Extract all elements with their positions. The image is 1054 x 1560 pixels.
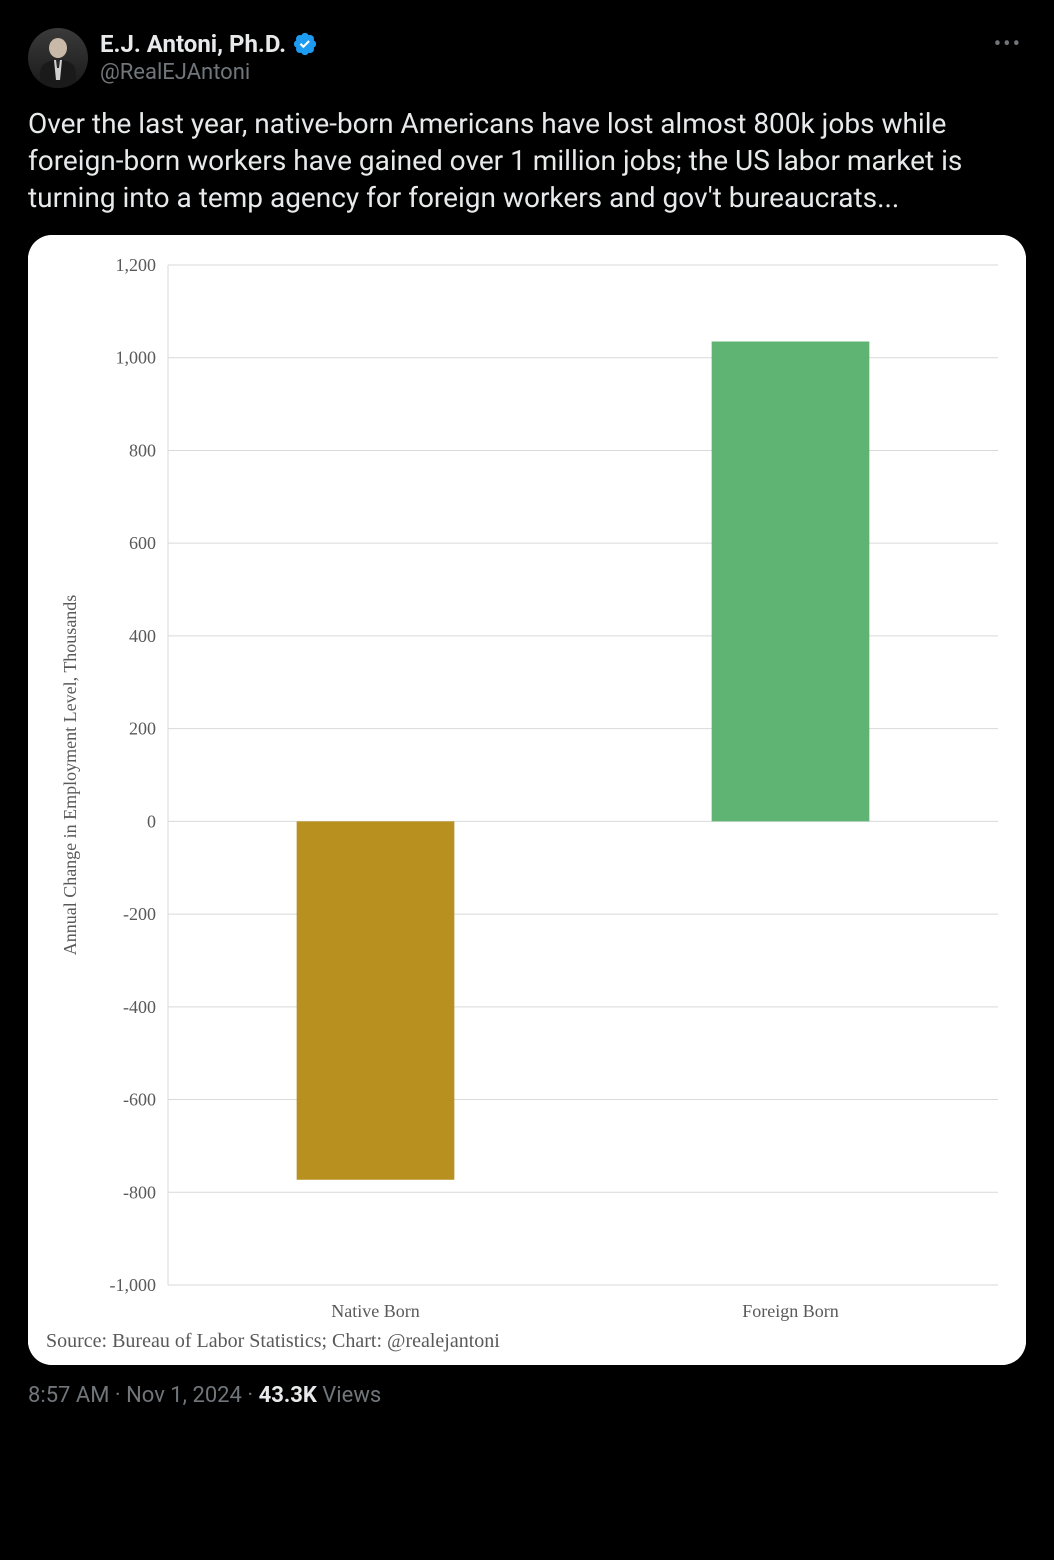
y-tick-label: 0 (147, 811, 156, 831)
chart-source: Source: Bureau of Labor Statistics; Char… (46, 1330, 500, 1352)
more-options-icon[interactable]: ••• (994, 28, 1026, 57)
x-category-label: Foreign Born (742, 1301, 839, 1321)
y-tick-label: 600 (129, 533, 156, 553)
y-tick-label: 200 (129, 718, 156, 738)
tweet-text: Over the last year, native-born American… (28, 106, 1026, 217)
y-tick-label: -1,000 (110, 1275, 157, 1295)
y-tick-label: -600 (123, 1089, 156, 1109)
y-tick-label: 800 (129, 440, 156, 460)
tweet-container: E.J. Antoni, Ph.D. @RealEJAntoni ••• Ove… (0, 0, 1054, 1428)
chart-image[interactable]: -1,000 -800 -600 -400 -200 0 200 400 600 800 1,000… (28, 235, 1026, 1365)
avatar[interactable] (28, 28, 88, 88)
tweet-header: E.J. Antoni, Ph.D. @RealEJAntoni ••• (28, 28, 1026, 88)
y-tick-label: 1,200 (116, 255, 157, 275)
y-axis-label: Annual Change in Employment Level, Thous… (60, 595, 80, 956)
x-category-label: Native Born (331, 1301, 419, 1321)
tweet-date[interactable]: Nov 1, 2024 (126, 1383, 242, 1408)
y-tick-label: -800 (123, 1182, 156, 1202)
y-tick-label: 1,000 (116, 348, 157, 368)
tweet-time[interactable]: 8:57 AM (28, 1383, 109, 1408)
views-count[interactable]: 43.3K (259, 1383, 317, 1408)
handle[interactable]: @RealEJAntoni (100, 60, 982, 85)
y-tick-label: -400 (123, 997, 156, 1017)
y-tick-label: 400 (129, 626, 156, 646)
y-tick-label: -200 (123, 904, 156, 924)
author-block: E.J. Antoni, Ph.D. @RealEJAntoni (100, 28, 982, 85)
verified-badge-icon (292, 31, 318, 57)
bar (712, 341, 870, 821)
display-name[interactable]: E.J. Antoni, Ph.D. (100, 30, 286, 58)
bar (297, 821, 455, 1179)
tweet-meta: 8:57 AM · Nov 1, 2024 · 43.3K Views (28, 1383, 1026, 1408)
views-label: Views (322, 1383, 381, 1408)
